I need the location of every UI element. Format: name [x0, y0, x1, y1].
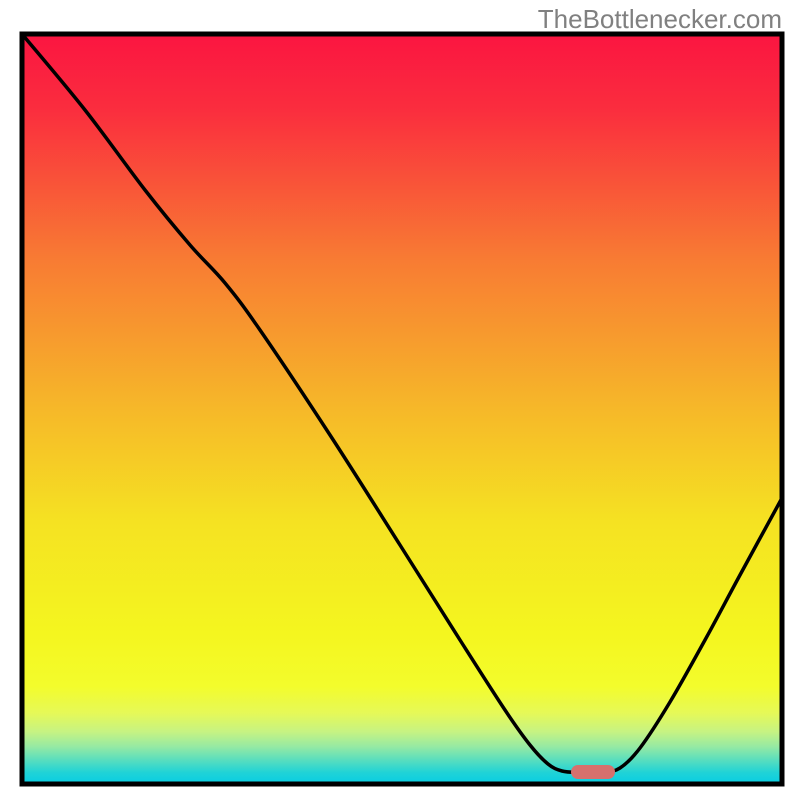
bottleneck-chart: TheBottlenecker.com	[0, 0, 800, 800]
watermark-text: TheBottlenecker.com	[538, 4, 782, 35]
optimal-marker	[571, 765, 615, 779]
chart-svg	[0, 0, 800, 800]
gradient-background	[22, 34, 782, 784]
